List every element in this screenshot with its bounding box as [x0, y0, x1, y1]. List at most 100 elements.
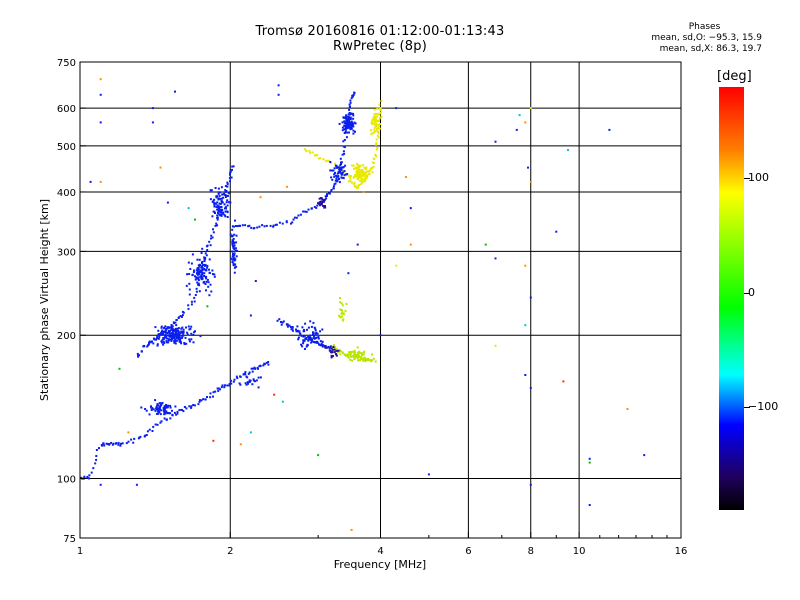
echo-point	[335, 353, 338, 355]
echo-point	[331, 351, 334, 354]
echo-point	[333, 173, 336, 176]
echo-point	[144, 434, 147, 437]
echo-point	[202, 281, 205, 284]
echo-point	[334, 174, 337, 177]
echo-point	[161, 341, 163, 344]
echo-point	[201, 260, 204, 263]
echo-point	[114, 442, 117, 445]
echo-point	[347, 125, 350, 128]
echo-point	[343, 146, 346, 149]
echo-point	[286, 185, 289, 188]
echo-point	[370, 122, 373, 125]
echo-point	[160, 325, 163, 328]
echo-point	[200, 270, 203, 273]
echo-point	[221, 384, 224, 387]
echo-point	[338, 181, 341, 184]
echo-point	[347, 272, 350, 275]
echo-point	[295, 328, 297, 331]
echo-point	[195, 276, 198, 279]
echo-point	[175, 329, 178, 332]
echo-point	[322, 199, 325, 202]
echo-point	[314, 154, 316, 157]
echo-point	[277, 93, 280, 96]
echo-point	[235, 375, 238, 378]
echo-point	[361, 169, 364, 172]
echo-point	[296, 329, 299, 332]
echo-point	[359, 174, 362, 177]
echo-point	[297, 336, 300, 339]
echo-point	[337, 351, 340, 354]
echo-point	[353, 356, 356, 359]
echo-point	[310, 325, 313, 328]
echo-point	[330, 190, 333, 193]
echo-point	[343, 174, 346, 177]
echo-point	[360, 180, 363, 183]
echo-point	[139, 435, 142, 438]
echo-point	[588, 457, 591, 460]
echo-point	[372, 357, 375, 360]
echo-point	[212, 439, 215, 442]
echo-point	[252, 367, 255, 370]
echo-point	[177, 330, 180, 333]
echo-point	[330, 347, 333, 350]
echo-point	[359, 180, 362, 183]
echo-point	[336, 179, 339, 182]
echo-point	[209, 283, 212, 286]
echo-point	[314, 333, 317, 336]
echo-point	[340, 161, 342, 164]
echo-point	[210, 234, 213, 237]
echo-point	[395, 264, 398, 267]
echo-point	[347, 355, 349, 358]
echo-point	[285, 220, 288, 223]
echo-point	[209, 244, 212, 247]
echo-point	[163, 326, 166, 329]
echo-point	[198, 263, 201, 266]
echo-point	[232, 380, 235, 383]
echo-point	[349, 101, 352, 104]
echo-point	[218, 202, 221, 205]
echo-point	[305, 210, 308, 213]
echo-point	[363, 173, 366, 176]
echo-point	[317, 336, 320, 338]
echo-point	[332, 346, 335, 348]
echo-point	[314, 329, 317, 332]
echo-point	[239, 383, 242, 386]
echo-point	[364, 358, 367, 361]
echo-point	[165, 331, 168, 334]
echo-point	[188, 282, 191, 285]
echo-point	[221, 201, 224, 204]
echo-point	[172, 334, 175, 337]
echo-point	[356, 162, 359, 165]
echo-point	[245, 383, 248, 386]
echo-point	[200, 399, 203, 402]
echo-point	[369, 167, 372, 170]
echo-point	[281, 400, 284, 403]
echo-point	[363, 350, 366, 353]
echo-point	[357, 355, 360, 358]
echo-point	[179, 315, 182, 317]
echo-point	[374, 112, 377, 115]
echo-point	[95, 455, 98, 457]
echo-point	[339, 166, 342, 169]
echo-point	[148, 428, 151, 431]
echo-point	[177, 317, 180, 319]
echo-point	[232, 225, 235, 228]
echo-point	[301, 345, 304, 348]
echo-point	[258, 225, 261, 228]
echo-point	[176, 327, 179, 330]
echo-point	[79, 476, 82, 479]
echo-point	[344, 309, 347, 312]
echo-point	[371, 166, 374, 169]
echo-point	[164, 329, 167, 332]
echo-point	[348, 123, 351, 126]
x-tick-label: 10	[573, 546, 586, 557]
echo-point	[346, 131, 349, 134]
echo-point	[190, 325, 193, 328]
echo-point	[204, 276, 207, 279]
echo-point	[352, 117, 355, 120]
echo-point	[192, 404, 195, 406]
echo-point	[167, 339, 170, 342]
echo-point	[180, 327, 183, 330]
echo-point	[405, 176, 407, 178]
x-tick-label: 8	[528, 546, 534, 557]
